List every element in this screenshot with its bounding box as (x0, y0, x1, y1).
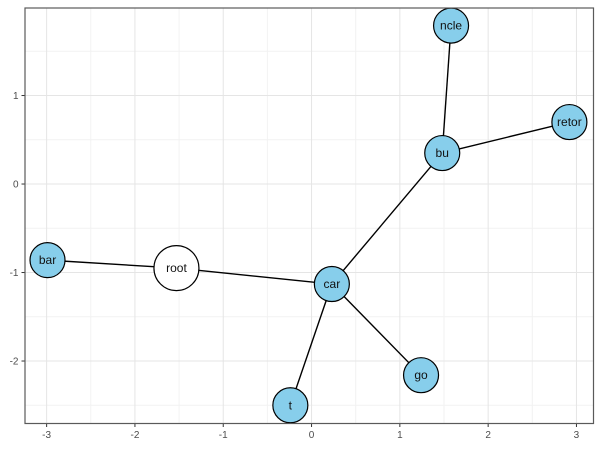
x-tick-label: 0 (309, 430, 315, 441)
node-label-t: t (289, 398, 293, 412)
node-circle-go (402, 357, 440, 394)
graph-node-car: car (313, 265, 350, 303)
node-label-go: go (414, 368, 428, 382)
x-tick-label: 2 (485, 430, 491, 441)
x-tick-label: -3 (42, 430, 51, 441)
x-tick-label: -1 (219, 430, 228, 441)
node-label-car: car (324, 277, 341, 291)
graph-edge-root-car (176, 267, 332, 285)
node-circle-car (313, 265, 350, 303)
y-tick-label: 1 (13, 91, 19, 102)
graph-node-ncle: ncle (432, 7, 470, 44)
graph-edge-car-bu (331, 152, 443, 285)
node-label-ncle: ncle (440, 19, 462, 33)
panel-border (24, 7, 595, 425)
plot-panel (25, 8, 594, 424)
node-label-root: root (166, 261, 187, 275)
node-circle-t (272, 387, 309, 424)
y-tick-label: -2 (10, 357, 19, 368)
graph-edge-bu-ncle (441, 25, 452, 154)
node-label-bu: bu (436, 146, 449, 160)
y-tick-label: -1 (10, 268, 19, 279)
graph-edge-car-go (331, 283, 422, 376)
graph-node-retor: retor (551, 103, 588, 141)
graph-node-t: t (272, 387, 309, 424)
graph-node-bar: bar (29, 242, 66, 279)
x-tick-label: -2 (130, 430, 139, 441)
y-tick-label: 0 (13, 180, 19, 191)
node-circle-root (153, 244, 200, 292)
node-label-retor: retor (557, 115, 582, 129)
graph-edge-bu-retor (442, 121, 570, 154)
graph-node-go: go (402, 357, 440, 394)
graph-node-root: root (153, 244, 200, 292)
node-circle-bu (424, 134, 461, 172)
node-circle-retor (551, 103, 588, 141)
x-tick-label: 3 (574, 430, 580, 441)
node-label-bar: bar (39, 253, 56, 267)
graph-edge-car-t (289, 283, 333, 406)
graph-node-bu: bu (424, 134, 461, 172)
node-circle-bar (29, 242, 66, 279)
x-tick-label: 1 (397, 430, 403, 441)
